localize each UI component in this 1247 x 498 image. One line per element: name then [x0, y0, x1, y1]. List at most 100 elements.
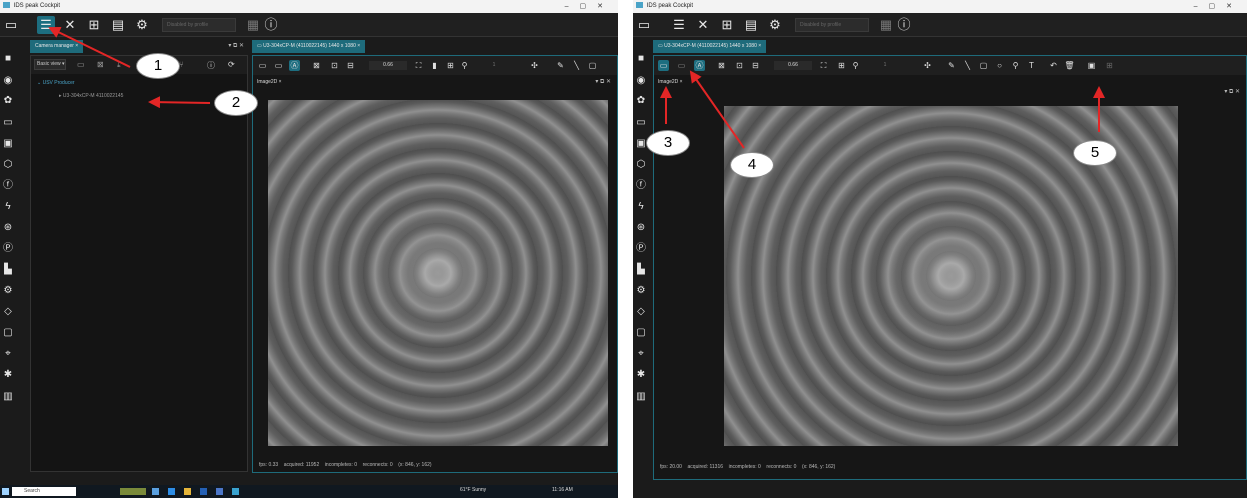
info-icon[interactable]: ⓘ: [897, 17, 911, 32]
acquisition-icon[interactable]: ■: [4, 53, 12, 64]
auto-icon[interactable]: Ⓐ: [289, 60, 300, 71]
view-select[interactable]: Basic view ▾: [34, 59, 66, 70]
camera-stop-icon[interactable]: ▭: [274, 61, 283, 70]
close-icon[interactable]: ✕: [697, 17, 709, 32]
fullscreen-icon[interactable]: ⛶: [415, 61, 422, 70]
profile-select[interactable]: Disabled by profile: [162, 18, 236, 32]
cross-box-icon[interactable]: ⊠: [313, 61, 320, 70]
frame-input[interactable]: 1: [866, 61, 904, 70]
text-icon[interactable]: T: [1029, 61, 1034, 70]
sequence-icon[interactable]: ✱: [636, 369, 646, 380]
line-icon[interactable]: ╲: [965, 61, 970, 70]
sequence-icon[interactable]: ✱: [3, 369, 13, 380]
download-icon[interactable]: ⤓: [117, 60, 121, 69]
tree-camera[interactable]: ▸ U3-304xCP-M 4110022145: [59, 93, 124, 99]
line-icon[interactable]: ╲: [574, 61, 579, 70]
network-icon[interactable]: ⊞: [721, 17, 733, 32]
io-icon[interactable]: ⊛: [3, 222, 13, 233]
function-icon[interactable]: ⓕ: [636, 180, 646, 191]
pc-icon[interactable]: Ⓟ: [3, 243, 13, 254]
split-icon[interactable]: ⊞: [447, 61, 454, 70]
document-icon[interactable]: ▤: [744, 17, 758, 32]
zoom-input[interactable]: 0.66: [369, 61, 407, 70]
tab-camera-manager[interactable]: Camera manager ×: [30, 40, 84, 53]
profile-select[interactable]: Disabled by profile: [795, 18, 869, 32]
zoom-icon[interactable]: ⚲: [461, 61, 468, 70]
refresh-icon[interactable]: ⟳: [228, 60, 235, 69]
image-icon[interactable]: ▣: [3, 138, 13, 149]
task-view-icon[interactable]: [152, 488, 159, 495]
file-settings-icon[interactable]: ▙: [637, 264, 645, 275]
edge-icon[interactable]: [168, 488, 175, 495]
tree-producer[interactable]: ⌄ USV Producer: [37, 80, 75, 86]
histogram-icon[interactable]: ▥: [3, 391, 13, 402]
outlook-icon[interactable]: [200, 488, 207, 495]
file-settings-icon[interactable]: ▙: [4, 264, 12, 275]
taskbar-search[interactable]: Search: [12, 487, 76, 496]
camera-start-icon[interactable]: ▭: [258, 61, 267, 70]
document-icon[interactable]: ▤: [111, 17, 125, 32]
frame-input[interactable]: 1: [475, 61, 513, 70]
chat-icon[interactable]: ▢: [3, 327, 13, 338]
focus-icon[interactable]: ⌖: [5, 348, 11, 359]
circle-icon[interactable]: ○: [997, 61, 1002, 70]
one-to-one-icon[interactable]: ⊟: [752, 61, 759, 70]
pc-icon[interactable]: Ⓟ: [636, 243, 646, 254]
close-icon[interactable]: ✕: [64, 17, 76, 32]
monitor-icon[interactable]: ▭: [3, 117, 13, 128]
camera-stop-icon[interactable]: ▭: [677, 61, 686, 70]
zoom-input[interactable]: 0.66: [774, 61, 812, 70]
flash-icon[interactable]: ϟ: [638, 201, 644, 212]
rectangle-icon[interactable]: ▢: [588, 61, 597, 70]
windows-start-icon[interactable]: [2, 488, 9, 495]
tab-camera[interactable]: ▭ U3-304xCP-M (4110022145) 1440 x 1080 ×: [653, 40, 767, 53]
zoom-icon[interactable]: ⚲: [852, 61, 859, 70]
usb-icon[interactable]: ⑂: [179, 60, 184, 69]
gear-badge-icon[interactable]: ⚙: [636, 285, 646, 296]
histogram-icon[interactable]: ▥: [636, 391, 646, 402]
gear-icon[interactable]: ⚙: [136, 17, 148, 32]
tab-camera[interactable]: ▭ U3-304xCP-M (4110022145) 1440 x 1080 ×: [252, 40, 366, 53]
info-icon[interactable]: ⓘ: [264, 17, 278, 32]
tag-icon[interactable]: ◇: [637, 306, 645, 317]
fit-icon[interactable]: ⊡: [736, 61, 743, 70]
split-icon[interactable]: ⊞: [838, 61, 845, 70]
acquisition-icon[interactable]: ■: [637, 53, 645, 64]
cockpit-icon[interactable]: [232, 488, 239, 495]
network-icon[interactable]: ⊞: [88, 17, 100, 32]
camera-icon[interactable]: ▭: [4, 17, 18, 32]
folder-icon[interactable]: [184, 488, 191, 495]
light-icon[interactable]: ◉: [636, 75, 646, 86]
layout-icon[interactable]: ⊞: [1106, 61, 1113, 70]
save-icon[interactable]: ▣: [1087, 61, 1096, 70]
camera-icon[interactable]: ▭: [637, 17, 651, 32]
one-to-one-icon[interactable]: ⊟: [347, 61, 354, 70]
light-icon[interactable]: ◉: [3, 75, 13, 86]
gear-badge-icon[interactable]: ⚙: [3, 285, 13, 296]
fit-icon[interactable]: ⊡: [331, 61, 338, 70]
image-tab[interactable]: Image2D ×: [257, 79, 282, 85]
flash-icon[interactable]: ϟ: [5, 201, 11, 212]
window-controls[interactable]: –▢✕: [564, 3, 614, 10]
grid-icon[interactable]: ▦: [879, 17, 893, 32]
focus-icon[interactable]: ⌖: [638, 348, 644, 359]
crosshair-icon[interactable]: ✣: [531, 61, 538, 70]
window-controls[interactable]: –▢✕: [1193, 3, 1243, 10]
camera-close-icon[interactable]: ⊠: [97, 60, 104, 69]
camera-manager-icon[interactable]: ☰: [673, 17, 685, 32]
rectangle-icon[interactable]: ▢: [979, 61, 988, 70]
image-icon[interactable]: ▣: [636, 138, 646, 149]
image-panel-controls[interactable]: ▾ ⧉ ✕: [1224, 89, 1240, 95]
fullscreen-icon[interactable]: ⛶: [820, 61, 827, 70]
camera-open-icon[interactable]: ▭: [77, 60, 85, 69]
auto-icon[interactable]: Ⓐ: [694, 60, 705, 71]
magnifier-icon[interactable]: ⚲: [1012, 61, 1019, 70]
bar-icon[interactable]: ▮: [432, 61, 437, 70]
image-tab[interactable]: Image2D ×: [658, 79, 683, 85]
cube-icon[interactable]: ⬡: [636, 159, 646, 170]
camera-start-icon[interactable]: ▭: [658, 60, 669, 71]
panel-controls[interactable]: ▾ ⧉ ✕: [228, 43, 244, 49]
palette-icon[interactable]: ✿: [636, 95, 646, 106]
undo-icon[interactable]: ↶: [1050, 61, 1057, 70]
app-icon[interactable]: [216, 488, 223, 495]
